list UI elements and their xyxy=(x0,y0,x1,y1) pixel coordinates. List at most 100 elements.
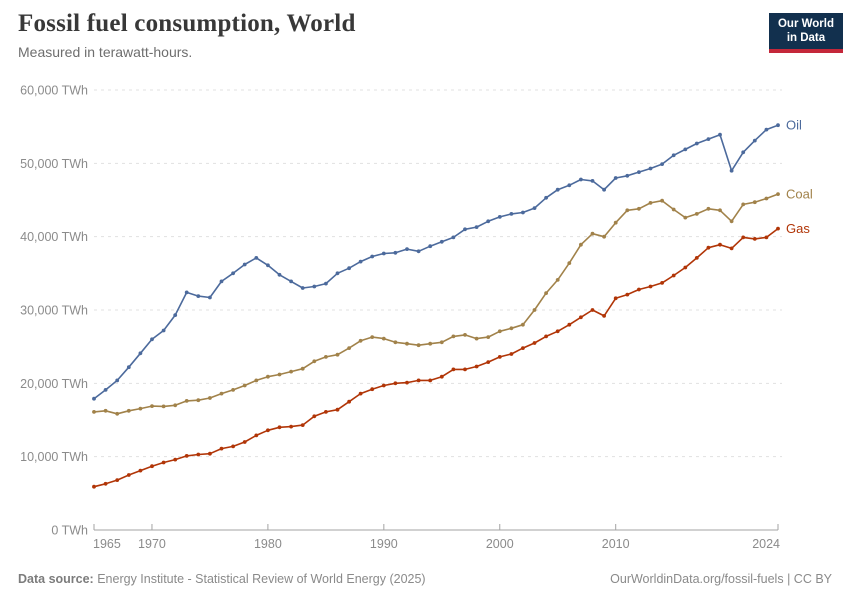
series-point-oil xyxy=(555,187,560,192)
series-point-gas xyxy=(92,484,96,489)
series-point-oil xyxy=(358,259,363,264)
series-line-gas[interactable] xyxy=(93,227,779,488)
series-point-coal xyxy=(196,398,201,403)
series-point-coal xyxy=(150,404,154,408)
series-point-oil xyxy=(741,150,746,155)
series-label-gas[interactable]: Gas xyxy=(786,221,810,236)
series-point-gas xyxy=(625,292,630,297)
series-point-coal xyxy=(463,333,467,337)
series-label-oil[interactable]: Oil xyxy=(786,118,802,133)
series-point-oil xyxy=(277,272,282,277)
series-point-gas xyxy=(776,226,780,231)
series-point-coal xyxy=(370,335,375,339)
series-point-coal xyxy=(706,206,711,211)
series-point-coal xyxy=(486,335,491,339)
series-point-gas xyxy=(208,451,212,456)
series-point-gas xyxy=(335,407,340,412)
series-point-gas xyxy=(660,281,664,285)
y-tick-label: 50,000 TWh xyxy=(20,157,88,171)
series-point-coal xyxy=(300,366,305,371)
series-point-coal xyxy=(393,340,398,345)
credit-link[interactable]: OurWorldinData.org/fossil-fuels xyxy=(610,572,784,586)
series-point-oil xyxy=(428,244,433,249)
series-point-oil xyxy=(126,365,131,370)
series-point-coal xyxy=(509,326,514,331)
series-point-gas xyxy=(393,381,398,386)
series-point-oil xyxy=(683,147,688,152)
series-point-coal xyxy=(694,212,699,216)
series-point-oil xyxy=(254,256,259,260)
series-point-coal xyxy=(335,352,340,357)
series-point-gas xyxy=(648,284,653,289)
series-point-coal xyxy=(324,355,328,359)
series-point-oil xyxy=(150,337,154,342)
x-tick-label: 1970 xyxy=(138,537,166,551)
series-point-coal xyxy=(764,196,769,201)
series-point-oil xyxy=(266,263,270,268)
series-label-coal[interactable]: Coal xyxy=(786,187,813,202)
series-point-oil xyxy=(138,351,143,356)
series-point-oil xyxy=(173,313,178,317)
series-point-coal xyxy=(184,399,189,403)
series-point-coal xyxy=(138,406,143,411)
series-point-coal xyxy=(289,369,293,374)
y-tick-label: 0 TWh xyxy=(51,524,88,538)
series-point-gas xyxy=(242,440,247,444)
series-point-coal xyxy=(660,198,664,203)
credit: OurWorldinData.org/fossil-fuels | CC BY xyxy=(610,572,832,586)
series-point-gas xyxy=(416,378,421,383)
series-point-gas xyxy=(266,428,270,433)
series-point-gas xyxy=(103,481,108,486)
owid-logo-line2: in Data xyxy=(786,31,826,44)
series-point-oil xyxy=(544,195,548,200)
series-point-oil xyxy=(451,235,456,240)
series-point-oil xyxy=(718,132,722,137)
series-point-oil xyxy=(208,295,212,300)
series-point-gas xyxy=(497,355,502,359)
series-point-gas xyxy=(741,235,746,240)
series-point-oil xyxy=(312,284,317,289)
series-point-coal xyxy=(439,340,444,345)
series-point-oil xyxy=(231,271,236,276)
y-tick-label: 40,000 TWh xyxy=(20,230,88,244)
series-point-coal xyxy=(648,201,653,205)
series-point-oil xyxy=(289,279,293,284)
series-line-coal[interactable] xyxy=(93,193,779,415)
series-point-oil xyxy=(92,396,96,401)
series-point-gas xyxy=(196,452,201,457)
series-point-oil xyxy=(729,168,734,173)
series-point-gas xyxy=(300,423,305,427)
series-point-coal xyxy=(497,329,502,334)
series-point-oil xyxy=(521,210,525,215)
series-point-coal xyxy=(776,192,780,197)
series-point-gas xyxy=(126,473,131,477)
owid-logo-line1: Our World xyxy=(777,18,834,30)
series-point-gas xyxy=(358,391,363,396)
series-point-gas xyxy=(764,235,769,240)
series-point-oil xyxy=(776,123,780,128)
data-source-label: Data source: xyxy=(18,572,94,586)
series-point-gas xyxy=(405,380,409,385)
owid-logo[interactable]: Our World in Data xyxy=(768,13,843,53)
y-tick-label: 10,000 TWh xyxy=(20,450,88,464)
series-point-gas xyxy=(451,367,456,372)
series-point-gas xyxy=(161,460,166,465)
series-point-oil xyxy=(625,173,630,178)
y-tick-label: 30,000 TWh xyxy=(20,304,88,318)
series-point-gas xyxy=(289,424,293,429)
series-point-gas xyxy=(521,346,525,350)
series-point-coal xyxy=(718,208,722,213)
series-point-coal xyxy=(428,341,433,346)
series-point-coal xyxy=(613,220,618,225)
series-point-coal xyxy=(683,215,688,220)
series-point-gas xyxy=(729,246,734,251)
series-point-gas xyxy=(347,399,351,404)
x-tick-label: 2010 xyxy=(602,537,630,551)
series-point-coal xyxy=(741,202,746,207)
series-point-gas xyxy=(231,444,236,449)
chart-subtitle: Measured in terawatt-hours. xyxy=(18,44,193,60)
series-point-coal xyxy=(451,334,456,339)
series-point-coal xyxy=(555,278,560,282)
series-line-oil[interactable] xyxy=(93,124,779,400)
